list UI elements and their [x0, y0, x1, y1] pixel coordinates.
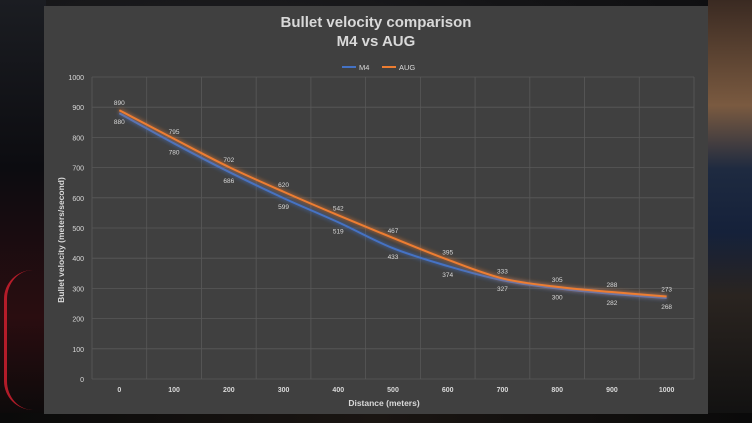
series-line-aug	[118, 109, 667, 298]
chart-subtitle: M4 vs AUG	[336, 33, 416, 50]
x-tick-label: 700	[497, 387, 509, 394]
axes: 0 100 200 300 400 500 600 700 800 900 1000 0 100 200 3…	[68, 75, 674, 394]
line-chart: 0 100 200 300 400 500 600 700 800 900 1000 0 100 200 3…	[56, 63, 695, 408]
x-tick-label: 400	[332, 387, 344, 394]
data-label-m4: 300	[552, 294, 563, 301]
y-tick-label: 400	[72, 256, 84, 263]
data-label-m4: 686	[223, 178, 234, 185]
data-label-m4: 327	[497, 286, 508, 293]
data-label-m4: 433	[388, 254, 399, 261]
series-line-m4	[118, 112, 667, 300]
data-label-aug: 542	[333, 205, 344, 212]
x-tick-label: 200	[223, 387, 235, 394]
background-left	[0, 0, 46, 423]
data-label-aug: 305	[552, 277, 563, 284]
chart-panel: Bullet velocity comparison M4 vs AUG 0 10…	[44, 6, 708, 414]
x-tick-label: 800	[551, 387, 563, 394]
y-tick-label: 600	[72, 196, 84, 203]
y-tick-label: 1000	[68, 75, 84, 82]
x-tick-label: 600	[442, 387, 454, 394]
data-label-aug: 620	[278, 182, 289, 189]
y-tick-label: 100	[72, 347, 84, 354]
data-label-aug: 273	[661, 287, 672, 294]
y-tick-label: 900	[72, 105, 84, 112]
y-tick-label: 800	[72, 135, 84, 142]
data-label-m4: 780	[169, 149, 180, 156]
data-label-aug: 333	[497, 268, 508, 275]
chart-title: Bullet velocity comparison	[280, 14, 472, 31]
data-label-aug: 395	[442, 250, 453, 257]
x-tick-label: 500	[387, 387, 399, 394]
data-label-aug: 288	[606, 282, 617, 289]
grid	[91, 76, 695, 380]
legend-entry-aug: AUG	[399, 63, 415, 72]
data-label-aug: 890	[114, 100, 125, 107]
background-right	[708, 0, 752, 423]
x-tick-label: 900	[606, 387, 618, 394]
x-axis-label: Distance (meters)	[348, 398, 420, 408]
x-tick-label: 100	[168, 387, 180, 394]
data-label-m4: 519	[333, 228, 344, 235]
data-label-m4: 599	[278, 204, 289, 211]
series	[118, 109, 667, 300]
y-tick-label: 200	[72, 317, 84, 324]
x-tick-label: 1000	[659, 387, 675, 394]
data-label-aug: 467	[388, 228, 399, 235]
y-tick-label: 300	[72, 286, 84, 293]
data-label-m4: 374	[442, 272, 453, 279]
y-tick-label: 700	[72, 166, 84, 173]
background-red-light	[4, 270, 33, 410]
x-tick-label: 300	[278, 387, 290, 394]
x-tick-label: 0	[117, 387, 121, 394]
data-label-m4: 282	[606, 300, 617, 307]
y-axis-label: Bullet velocity (meters/second)	[56, 177, 66, 303]
y-tick-label: 500	[72, 226, 84, 233]
data-label-m4: 880	[114, 119, 125, 126]
y-tick-label: 0	[80, 377, 84, 384]
data-labels: 880 780 686 599 519 433 374 327 300 282 268 890 795 7…	[114, 100, 673, 311]
data-label-aug: 795	[169, 129, 180, 136]
legend-entry-m4: M4	[359, 63, 369, 72]
data-label-aug: 702	[223, 157, 234, 164]
legend: M4 AUG	[342, 63, 415, 72]
background-bottom	[0, 413, 752, 423]
data-label-m4: 268	[661, 304, 672, 311]
